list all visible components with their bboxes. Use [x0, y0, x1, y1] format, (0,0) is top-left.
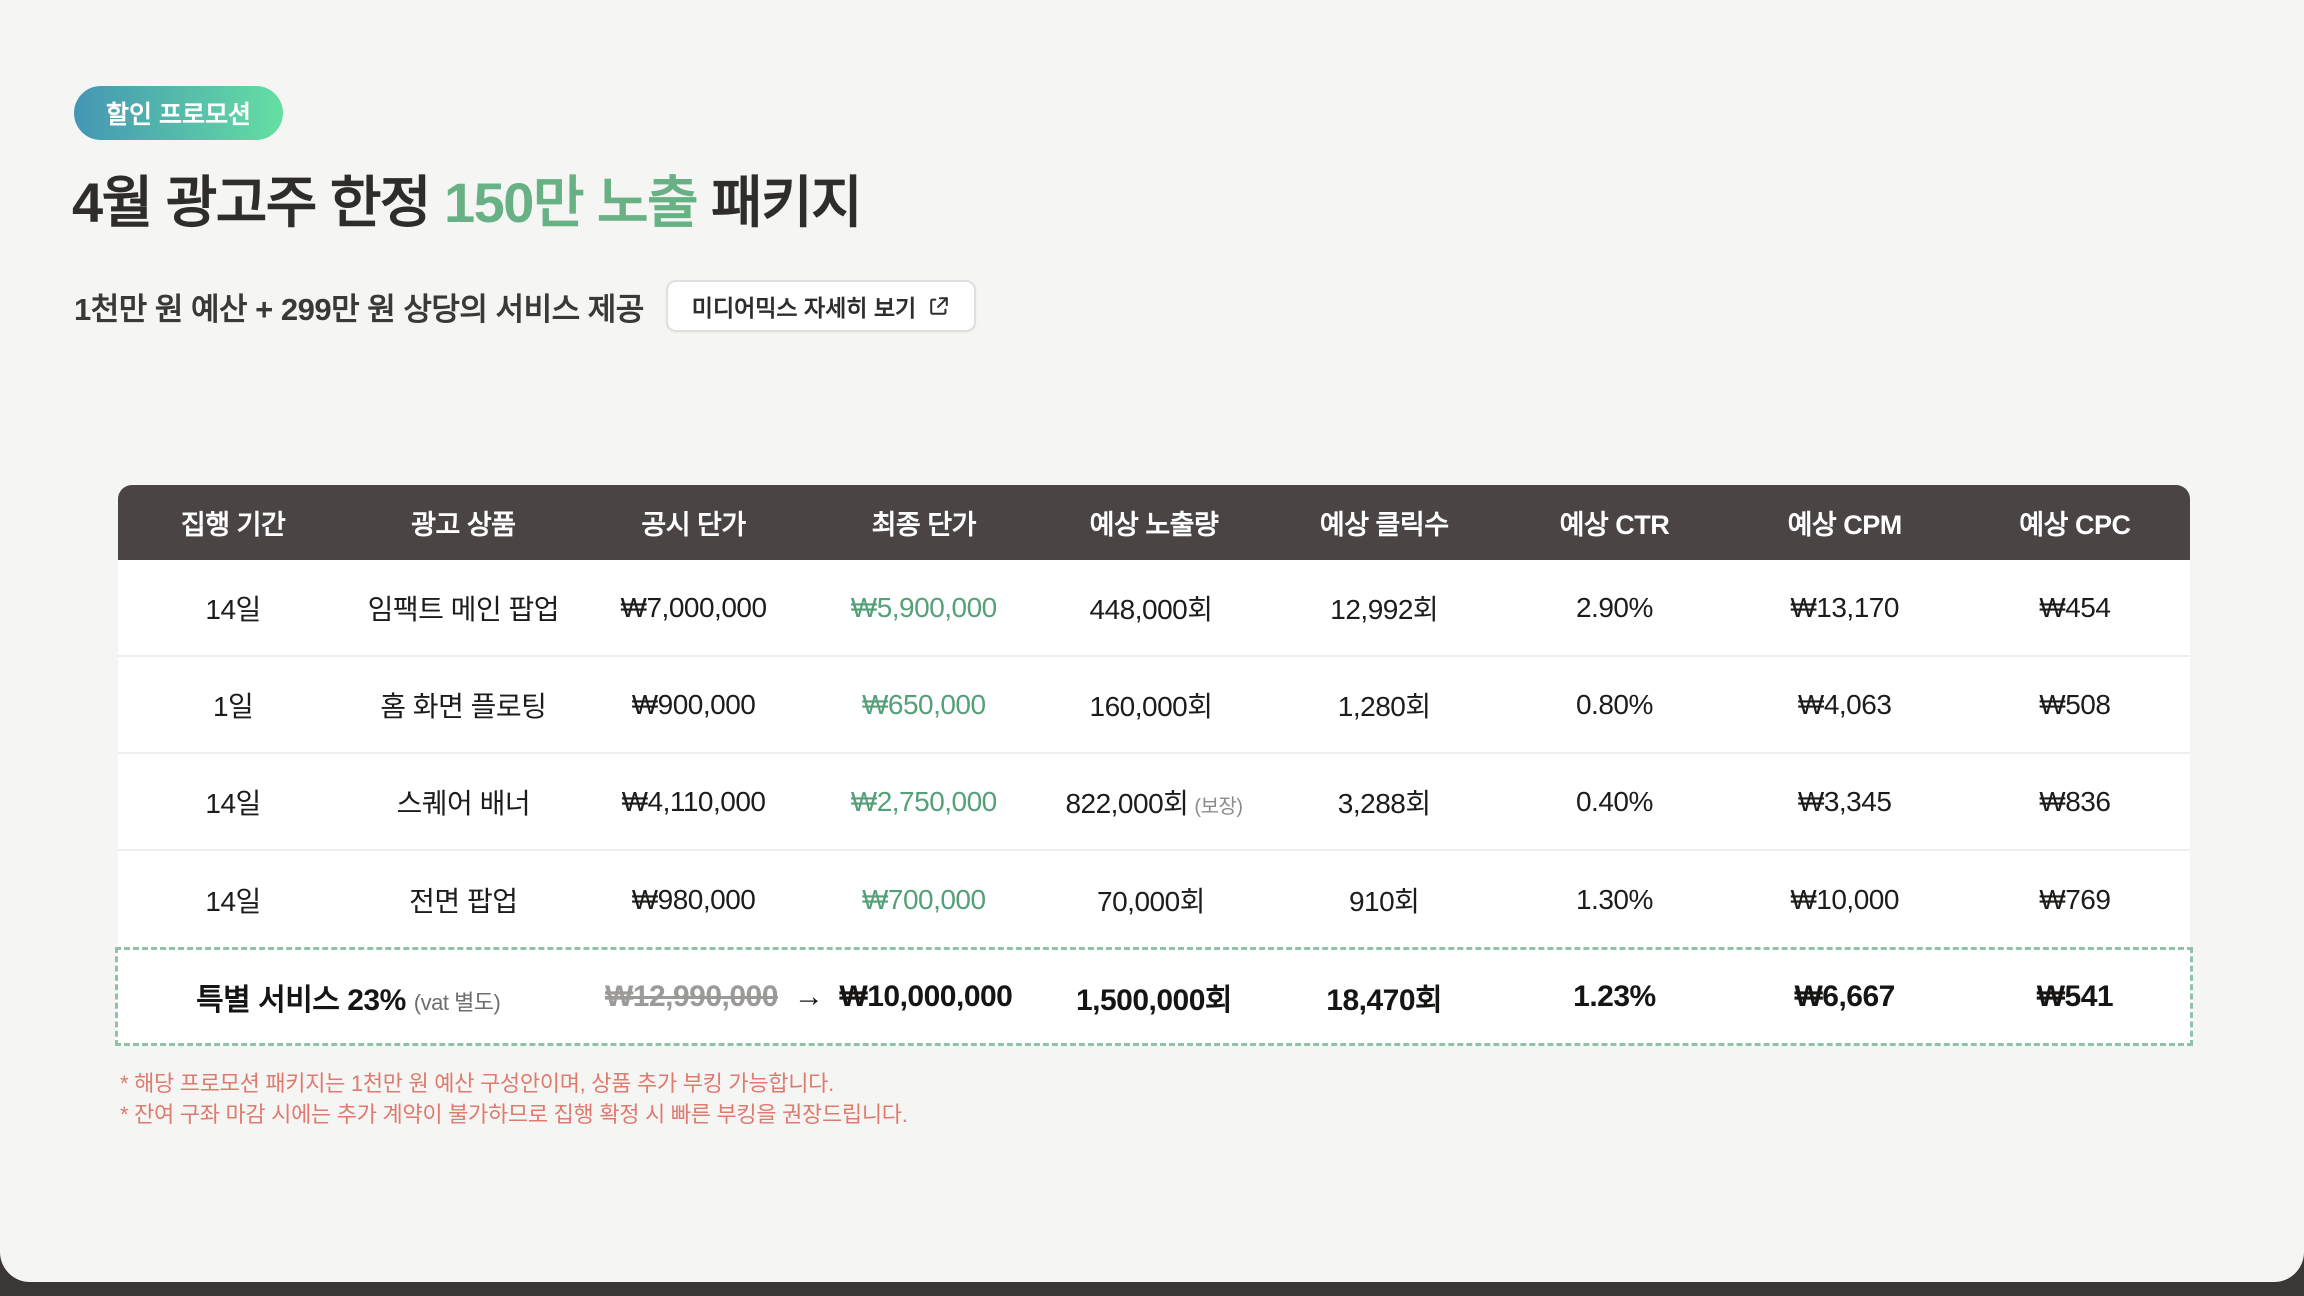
col-header-ctr: 예상 CTR [1559, 510, 1670, 540]
cell-ctr: 0.80% [1575, 688, 1653, 720]
summary-label: 특별 서비스 23% (vat 별도) [196, 983, 501, 1017]
footnotes: * 해당 프로모션 패키지는 1천만 원 예산 구성안이며, 상품 추가 부킹 … [120, 1068, 908, 1130]
table-row: 14일 임팩트 메인 팝업 ₩7,000,000 ₩5,900,000 448,… [118, 560, 2190, 657]
cell-clicks: 12,992회 [1330, 593, 1439, 625]
cell-product: 홈 화면 플로팅 [380, 690, 547, 722]
summary-clicks: 18,470회 [1326, 983, 1443, 1017]
mediamix-detail-button[interactable]: 미디어믹스 자세히 보기 [665, 280, 977, 332]
col-header-final-price: 최종 단가 [871, 510, 977, 540]
title-prefix: 4월 광고주 한정 [72, 171, 444, 234]
promo-badge: 할인 프로모션 [74, 86, 283, 140]
summary-final-price: ₩10,000,000 [839, 979, 1013, 1013]
col-header-product: 광고 상품 [411, 510, 516, 540]
vat-note: (vat 별도) [413, 989, 501, 1015]
table-header-row: 집행 기간 광고 상품 공시 단가 최종 단가 예상 노출량 예상 클릭수 예상… [118, 485, 2190, 560]
cell-clicks: 910회 [1348, 885, 1420, 917]
col-header-impressions: 예상 노출량 [1089, 510, 1219, 540]
table-row: 1일 홈 화면 플로팅 ₩900,000 ₩650,000 160,000회 1… [118, 657, 2190, 754]
title-highlight: 150만 노출 [443, 171, 699, 234]
cell-list-price: ₩4,110,000 [621, 785, 766, 817]
arrow-right-icon: → [793, 979, 824, 1013]
promo-badge-label: 할인 프로모션 [106, 101, 251, 129]
cell-cpc: ₩454 [2039, 591, 2111, 623]
summary-price: ₩12,990,000 → ₩10,000,000 [578, 980, 1038, 1014]
cell-period: 1일 [212, 690, 254, 722]
cell-list-price: ₩7,000,000 [620, 591, 768, 623]
cell-final-price: ₩700,000 [861, 883, 986, 915]
col-header-cpm: 예상 CPM [1787, 510, 1903, 540]
summary-cpm: ₩6,667 [1794, 979, 1895, 1013]
cell-cpc: ₩769 [2039, 883, 2111, 915]
col-header-list-price: 공시 단가 [641, 510, 746, 540]
page-title: 4월 광고주 한정 150만 노출 패키지 [72, 158, 863, 239]
col-header-period: 집행 기간 [180, 510, 286, 540]
summary-impressions: 1,500,000회 [1075, 983, 1233, 1017]
cell-cpc: ₩508 [2039, 688, 2111, 720]
summary-original-price: ₩12,990,000 [604, 979, 778, 1013]
col-header-clicks: 예상 클릭수 [1319, 510, 1449, 540]
cell-clicks: 1,280회 [1337, 690, 1431, 722]
cell-final-price: ₩5,900,000 [850, 591, 998, 623]
external-link-icon [928, 295, 950, 317]
cell-impressions: 160,000회 [1089, 690, 1213, 722]
cell-period: 14일 [205, 787, 261, 819]
cell-cpm: ₩13,170 [1790, 591, 1899, 623]
cell-final-price: ₩650,000 [861, 688, 986, 720]
cell-cpm: ₩3,345 [1797, 785, 1892, 817]
footnote-line: * 해당 프로모션 패키지는 1천만 원 예산 구성안이며, 상품 추가 부킹 … [120, 1071, 834, 1096]
cell-final-price: ₩2,750,000 [850, 785, 998, 817]
summary-row: 특별 서비스 23% (vat 별도) ₩12,990,000 → ₩10,000,0… [115, 947, 2193, 1046]
subtitle-row: 1천만 원 예산 + 299만 원 상당의 서비스 제공 미디어믹스 자세히 보… [74, 280, 977, 332]
summary-ctr: 1.23% [1573, 979, 1656, 1013]
cell-ctr: 2.90% [1575, 591, 1653, 623]
subtitle-text: 1천만 원 예산 + 299만 원 상당의 서비스 제공 [74, 291, 644, 327]
title-suffix: 패키지 [697, 171, 863, 234]
cell-impressions: 448,000회 [1089, 593, 1213, 625]
footnote-line: * 잔여 구좌 마감 시에는 추가 계약이 불가하므로 집행 확정 시 빠른 부… [120, 1102, 908, 1127]
cell-cpm: ₩10,000 [1790, 883, 1899, 915]
cell-list-price: ₩900,000 [631, 688, 756, 720]
cell-product: 임팩트 메인 팝업 [367, 593, 560, 625]
table-row: 14일 스퀘어 배너 ₩4,110,000 ₩2,750,000 822,000… [118, 754, 2190, 851]
cell-impressions: 70,000회 [1097, 885, 1205, 917]
cell-cpc: ₩836 [2039, 785, 2111, 817]
pricing-table: 집행 기간 광고 상품 공시 단가 최종 단가 예상 노출량 예상 클릭수 예상… [115, 485, 2193, 1046]
cell-ctr: 1.30% [1575, 883, 1653, 915]
cell-period: 14일 [205, 593, 261, 625]
cell-product: 스퀘어 배너 [396, 787, 531, 819]
cell-cpm: ₩4,063 [1797, 688, 1892, 720]
cell-period: 14일 [205, 885, 261, 917]
col-header-cpc: 예상 CPC [2019, 510, 2131, 540]
table-row: 14일 전면 팝업 ₩980,000 ₩700,000 70,000회 910회… [118, 851, 2190, 948]
cell-clicks: 3,288회 [1337, 787, 1431, 819]
impressions-note: (보장) [1194, 795, 1243, 818]
cell-ctr: 0.40% [1575, 785, 1653, 817]
cell-list-price: ₩980,000 [631, 883, 756, 915]
mediamix-detail-label: 미디어믹스 자세히 보기 [691, 295, 917, 321]
cell-product: 전면 팝업 [409, 885, 518, 917]
cell-impressions: 822,000회 (보장) [1065, 787, 1243, 819]
summary-cpc: ₩541 [2036, 979, 2114, 1013]
